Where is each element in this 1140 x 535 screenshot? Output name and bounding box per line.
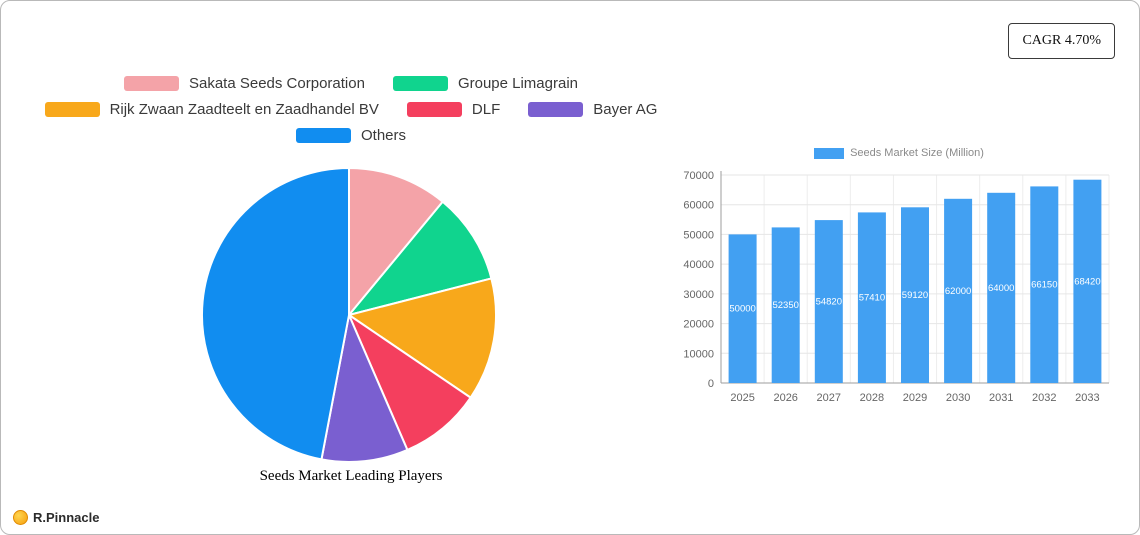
bar-value-label: 66150 [1031, 280, 1057, 291]
legend-item-sakata-seeds-corporation[interactable]: Sakata Seeds Corporation [123, 75, 365, 92]
x-axis-tick-label: 2031 [989, 392, 1013, 404]
legend-swatch-others [295, 128, 351, 143]
y-axis-tick-label: 70000 [683, 170, 714, 182]
brand-logo-icon [13, 510, 28, 525]
x-axis-tick-label: 2033 [1075, 392, 1099, 404]
bar-value-label: 57410 [859, 293, 885, 304]
pie-slice-dlf[interactable] [348, 314, 472, 451]
legend-item-rijk-zwaan-zaadteelt-en-zaadhandel-bv[interactable]: Rijk Zwaan Zaadteelt en Zaadhandel BV [44, 101, 379, 118]
bar-legend-swatch [814, 147, 845, 159]
legend-label: Others [360, 127, 406, 144]
brand-logo-name: R.Pinnacle [33, 510, 100, 525]
x-axis-tick-label: 2029 [903, 392, 927, 404]
bar-2028[interactable] [857, 212, 886, 383]
bar-2026[interactable] [771, 227, 800, 383]
bar-chart-svg: 0 10000 20000 30000 40000 50000 60000 70000 5000… [683, 170, 1110, 404]
legend-item-bayer-ag[interactable]: Bayer AG [528, 101, 657, 118]
y-axis-tick-label: 40000 [683, 259, 714, 271]
bar-value-label: 59120 [902, 290, 928, 301]
y-axis-tick-label: 60000 [683, 200, 714, 212]
cagr-badge: CAGR 4.70% [1008, 23, 1115, 59]
x-axis-tick-label: 2025 [730, 392, 754, 404]
legend-item-groupe-limagrain[interactable]: Groupe Limagrain [392, 75, 579, 92]
pie-legend: Sakata Seeds Corporation Groupe Limagrain… [1, 75, 701, 144]
legend-label: Sakata Seeds Corporation [188, 75, 365, 92]
pie-chart-title: Seeds Market Leading Players [259, 468, 443, 484]
pie-chart-svg [200, 167, 497, 463]
bar-value-label: 50000 [729, 304, 755, 315]
bar-legend-label: Seeds Market Size (Million) [850, 147, 984, 159]
bar-2032[interactable] [1030, 186, 1059, 383]
bar-value-label: 68420 [1074, 276, 1100, 287]
legend-row: Rijk Zwaan Zaadteelt en Zaadhandel BV DLF… [44, 101, 657, 118]
y-axis-tick-label: 0 [708, 378, 714, 390]
bar-value-label: 64000 [988, 283, 1014, 294]
bar-2029[interactable] [901, 207, 929, 383]
legend-swatch-groupe-limagrain [392, 76, 448, 91]
x-axis-tick-label: 2032 [1032, 392, 1056, 404]
y-axis-tick-label: 30000 [683, 289, 714, 301]
bar-2031[interactable] [987, 192, 1016, 383]
y-axis-tick-label: 20000 [683, 319, 714, 331]
bar-2025[interactable] [728, 234, 757, 383]
pie-slice-rijk-zwaan-zaadteelt-en-zaadhandel-bv[interactable] [348, 277, 497, 399]
bar-2030[interactable] [944, 198, 973, 383]
pie-slice-others[interactable] [200, 167, 350, 461]
bar-value-label: 62000 [945, 286, 971, 297]
bar-value-label: 52350 [772, 300, 798, 311]
legend-swatch-dlf [406, 102, 462, 117]
legend-item-dlf[interactable]: DLF [406, 101, 501, 118]
bar-2033[interactable] [1073, 179, 1102, 383]
legend-row: Others [295, 127, 406, 144]
x-axis-tick-label: 2026 [773, 392, 797, 404]
bar-chart-legend[interactable]: Seeds Market Size (Million) [669, 147, 1129, 159]
x-axis-tick-label: 2027 [817, 392, 841, 404]
bar-chart: Seeds Market Size (Million) 0 10000 20000 3… [669, 147, 1129, 422]
y-axis-tick-label: 10000 [683, 348, 714, 360]
legend-label: Rijk Zwaan Zaadteelt en Zaadhandel BV [109, 101, 379, 118]
legend-label: Groupe Limagrain [457, 75, 579, 92]
legend-label: Bayer AG [593, 101, 658, 118]
x-axis-tick-label: 2028 [860, 392, 884, 404]
legend-swatch-sakata-seeds-corporation [123, 76, 179, 91]
legend-item-others[interactable]: Others [295, 127, 406, 144]
brand-logo: R.Pinnacle [13, 510, 99, 525]
pie-chart [199, 165, 499, 465]
legend-swatch-rijk-zwaan-zaadteelt-en-zaadhandel-bv [44, 102, 100, 117]
x-axis-tick-label: 2030 [946, 392, 970, 404]
pie-slice-sakata-seeds-corporation[interactable] [348, 167, 444, 316]
legend-label: DLF [471, 101, 501, 118]
legend-row: Sakata Seeds Corporation Groupe Limagrain [123, 75, 579, 92]
legend-swatch-bayer-ag [528, 102, 584, 117]
y-axis-tick-label: 50000 [683, 229, 714, 241]
bar-2027[interactable] [814, 220, 843, 383]
bar-value-label: 54820 [816, 297, 842, 308]
